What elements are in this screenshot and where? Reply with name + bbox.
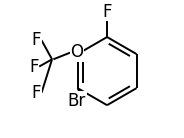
- Text: F: F: [29, 58, 38, 75]
- Text: F: F: [102, 2, 112, 21]
- Text: Br: Br: [68, 92, 86, 110]
- Text: O: O: [70, 43, 83, 61]
- Text: F: F: [32, 84, 41, 102]
- Text: F: F: [32, 31, 41, 49]
